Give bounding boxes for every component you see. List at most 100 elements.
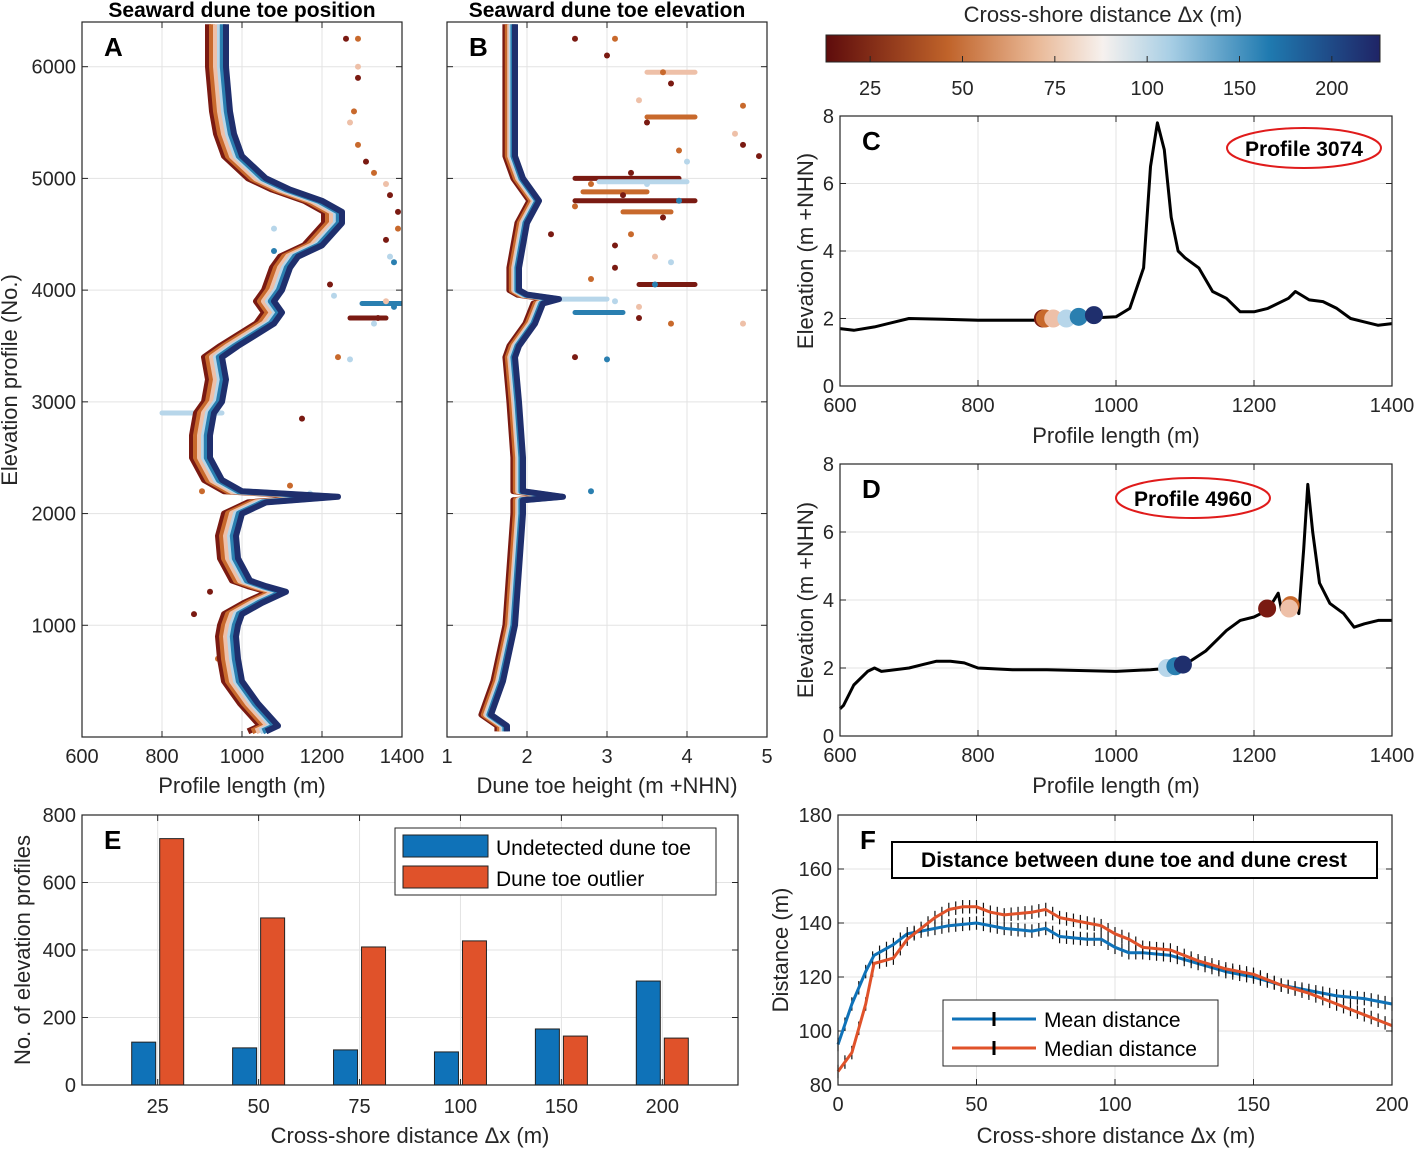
elevation-profile-line bbox=[838, 482, 1392, 710]
x-tick-label: 600 bbox=[65, 746, 98, 768]
panel-d-ylabel: Elevation (m +NHN) bbox=[793, 502, 818, 698]
y-tick-label: 180 bbox=[799, 805, 832, 827]
outlier-point bbox=[347, 119, 353, 126]
x-tick-label: 1200 bbox=[300, 746, 345, 768]
panel-f-legend: Mean distance Median distance bbox=[942, 999, 1219, 1067]
outlier-point bbox=[355, 74, 361, 81]
bar-undetected bbox=[333, 1049, 359, 1086]
outlier-point bbox=[628, 231, 634, 238]
panel-f-xlabel: Cross-shore distance Δx (m) bbox=[977, 1123, 1256, 1148]
outlier-point bbox=[652, 253, 658, 260]
bar-outlier bbox=[159, 838, 185, 1086]
y-tick-label: 2000 bbox=[32, 504, 77, 526]
outlier-point bbox=[644, 180, 650, 187]
x-tick-label: 75 bbox=[348, 1096, 370, 1118]
scatter-points bbox=[159, 24, 402, 735]
outlier-point bbox=[371, 320, 377, 327]
panel-c-ylabel: Elevation (m +NHN) bbox=[793, 153, 818, 349]
axes-frame bbox=[81, 21, 403, 738]
x-tick-label: 50 bbox=[965, 1094, 987, 1116]
outlier-point bbox=[207, 588, 213, 595]
panel-d: 600 800 1000 1200 1400 0 2 4 6 8 D bbox=[823, 454, 1414, 767]
outlier-point bbox=[676, 197, 682, 204]
colorbar-tick-label: 50 bbox=[951, 78, 973, 100]
x-tick-label: 100 bbox=[444, 1096, 477, 1118]
outlier-point bbox=[740, 102, 746, 109]
x-tick-label: 800 bbox=[961, 395, 994, 417]
panel-label-d: D bbox=[862, 474, 881, 504]
grid: 1 2 3 4 5 bbox=[441, 22, 773, 768]
panel-label-b: B bbox=[469, 32, 488, 62]
panel-label-a: A bbox=[104, 32, 123, 62]
outlier-point bbox=[355, 141, 361, 148]
x-tick-label: 800 bbox=[961, 745, 994, 767]
outlier-point bbox=[572, 203, 578, 210]
x-tick-label: 800 bbox=[145, 746, 178, 768]
x-tick-label: 200 bbox=[1375, 1094, 1408, 1116]
panel-a-title: Seaward dune toe position bbox=[108, 0, 375, 22]
x-tick-label: 1400 bbox=[380, 746, 425, 768]
panel-label-e: E bbox=[104, 825, 121, 855]
y-tick-label: 100 bbox=[799, 1021, 832, 1043]
outlier-point bbox=[391, 259, 397, 266]
x-tick-label: 600 bbox=[823, 395, 856, 417]
colorbar-tick-label: 150 bbox=[1223, 78, 1256, 100]
colorbar bbox=[825, 34, 1381, 63]
colorbar-tick-label: 75 bbox=[1044, 78, 1066, 100]
dune-toe-marker-75 bbox=[1044, 309, 1063, 328]
outlier-point bbox=[612, 264, 618, 271]
panel-f-title-box: Distance between dune toe and dune crest bbox=[891, 841, 1378, 879]
y-tick-label: 80 bbox=[810, 1075, 832, 1097]
outlier-point bbox=[660, 69, 666, 76]
outlier-point bbox=[335, 354, 341, 361]
legend-label-mean: Mean distance bbox=[1044, 1009, 1181, 1032]
grid: 600 800 1000 1200 1400 1000 2000 3000 4000 5000 60… bbox=[32, 22, 425, 768]
outlier-point bbox=[636, 97, 642, 104]
x-tick-label: 25 bbox=[147, 1096, 169, 1118]
outlier-point bbox=[572, 35, 578, 42]
outlier-point bbox=[371, 169, 377, 176]
outlier-point bbox=[343, 35, 349, 42]
x-tick-label: 200 bbox=[646, 1096, 679, 1118]
scatter-points bbox=[478, 24, 762, 732]
y-tick-label: 4 bbox=[823, 241, 834, 263]
panel-a: 600 800 1000 1200 1400 1000 2000 3000 4000 5000 60… bbox=[32, 21, 425, 768]
outlier-point bbox=[331, 292, 337, 299]
y-tick-label: 400 bbox=[43, 940, 76, 962]
x-tick-label: 150 bbox=[545, 1096, 578, 1118]
outlier-point bbox=[391, 303, 397, 310]
panel-e-ylabel: No. of elevation profiles bbox=[10, 835, 35, 1065]
y-tick-label: 0 bbox=[823, 726, 834, 748]
panel-e-legend: Undetected dune toe Dune toe outlier bbox=[394, 827, 717, 896]
panel-b: 1 2 3 4 5 B bbox=[441, 21, 773, 768]
x-tick-label: 1400 bbox=[1370, 395, 1415, 417]
dune-toe-marker-200 bbox=[1084, 306, 1103, 325]
outlier-point bbox=[347, 356, 353, 363]
outlier-point bbox=[628, 169, 634, 176]
panel-f-ylabel: Distance (m) bbox=[768, 888, 793, 1013]
x-tick-label: 0 bbox=[832, 1094, 843, 1116]
dune-toe-marker-25 bbox=[1258, 599, 1277, 618]
colorbar-tick-label: 200 bbox=[1315, 78, 1348, 100]
panel-f-title: Distance between dune toe and dune crest bbox=[921, 849, 1347, 872]
grid: 600 800 1000 1200 1400 0 2 4 6 8 bbox=[823, 454, 1414, 767]
dune-toe-series-200 bbox=[207, 24, 345, 735]
outlier-point bbox=[351, 108, 357, 115]
bar-undetected bbox=[635, 980, 661, 1086]
outlier-point bbox=[383, 298, 389, 305]
panel-e: 0 200 400 600 800 25 50 75 100 150 200 E bbox=[43, 805, 739, 1118]
colorbar-label: Cross-shore distance Δx (m) bbox=[964, 2, 1243, 27]
colorbar-tick-label: 100 bbox=[1130, 78, 1163, 100]
outlier-point bbox=[588, 488, 594, 495]
outlier-point bbox=[588, 180, 594, 187]
x-tick-label: 2 bbox=[521, 746, 532, 768]
bar-outlier bbox=[461, 940, 487, 1086]
outlier-point bbox=[636, 303, 642, 310]
outlier-point bbox=[383, 180, 389, 187]
y-tick-label: 800 bbox=[43, 805, 76, 827]
y-tick-label: 1000 bbox=[32, 615, 77, 637]
panel-c: 600 800 1000 1200 1400 0 2 4 6 8 C bbox=[823, 106, 1414, 417]
x-tick-label: 1000 bbox=[220, 746, 265, 768]
outlier-point bbox=[327, 281, 333, 288]
axes-frame bbox=[839, 463, 1393, 737]
